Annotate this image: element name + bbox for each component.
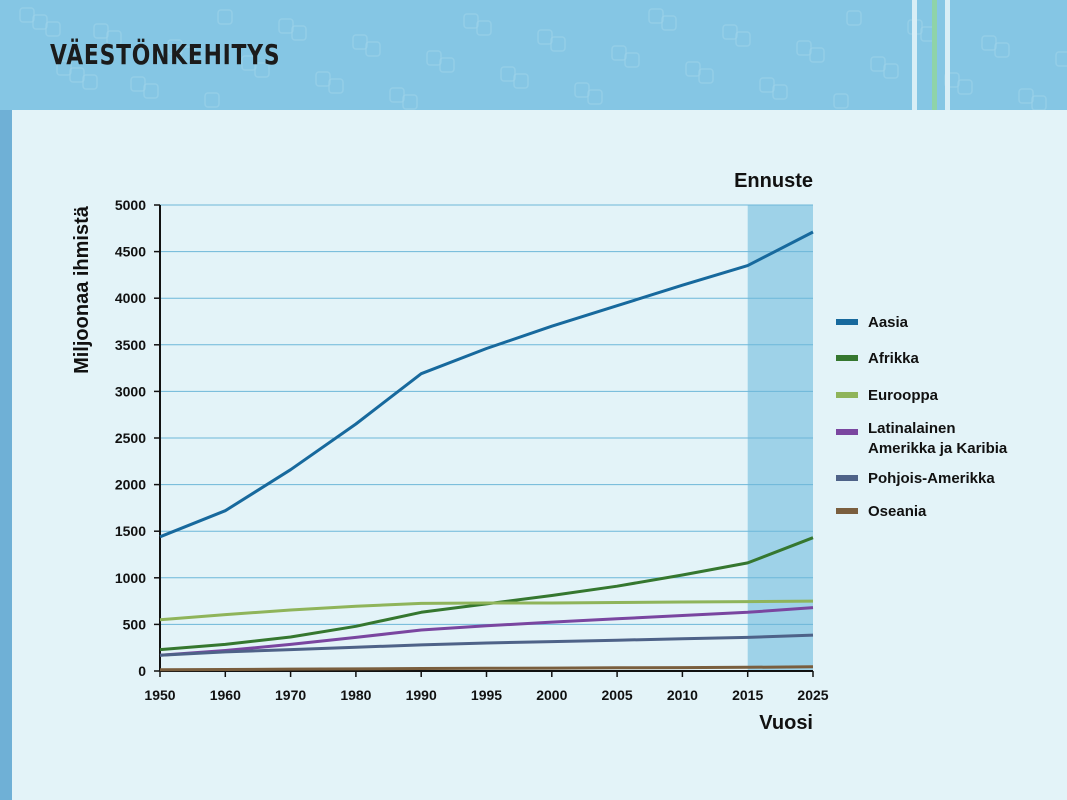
- x-tick-label: 2010: [667, 687, 698, 703]
- series-line: [159, 665, 814, 672]
- banner-pattern-mark: [809, 47, 825, 63]
- series-line: [159, 633, 814, 657]
- y-tick-label: 3500: [115, 337, 146, 353]
- banner-pattern-mark: [698, 68, 714, 84]
- series-line: [159, 599, 814, 622]
- series-line: [159, 606, 814, 657]
- banner-pattern-mark: [439, 57, 455, 73]
- banner-pattern-mark: [846, 10, 862, 26]
- banner-pattern-mark: [106, 30, 122, 46]
- banner-pattern-mark: [180, 46, 196, 62]
- banner-pattern-mark: [772, 84, 788, 100]
- banner-pattern-mark: [513, 73, 529, 89]
- banner-pattern-mark: [476, 20, 492, 36]
- y-tick-label: 4000: [115, 290, 146, 306]
- banner-pattern-mark: [624, 52, 640, 68]
- banner-pattern-mark: [82, 74, 98, 90]
- y-tick-label: 500: [123, 616, 147, 632]
- x-tick-label: 2015: [732, 687, 763, 703]
- y-tick-label: 1000: [115, 570, 146, 586]
- banner-pattern-mark: [661, 15, 677, 31]
- banner-pattern-mark: [550, 36, 566, 52]
- tick-labels: 0 500 1000 1500 2000 2500 3000 3500 4000 4500 5000…: [115, 197, 829, 703]
- banner-pattern-mark: [254, 62, 270, 78]
- series-line: [159, 230, 814, 539]
- series-lines: [159, 230, 814, 672]
- banner-stripe: [912, 0, 917, 110]
- banner-pattern-mark: [735, 31, 751, 47]
- axes: [154, 204, 814, 677]
- banner-pattern-mark: [883, 63, 899, 79]
- legend-label: Latinalainen Amerikka ja Karibia: [868, 420, 1008, 457]
- legend-label: Pohjois-Amerikka: [868, 470, 995, 487]
- banner-stripe: [932, 0, 937, 110]
- legend-swatch: [836, 355, 858, 361]
- banner-pattern-mark: [291, 25, 307, 41]
- y-tick-label: 3000: [115, 383, 146, 399]
- x-tick-label: 1950: [144, 687, 175, 703]
- x-tick-label: 1960: [210, 687, 241, 703]
- y-tick-label: 1500: [115, 523, 146, 539]
- y-tick-label: 4500: [115, 244, 146, 260]
- y-tick-label: 5000: [115, 197, 146, 213]
- banner-pattern-mark: [143, 83, 159, 99]
- series-line: [159, 536, 814, 652]
- banner-pattern-mark: [328, 78, 344, 94]
- banner-pattern-mark: [365, 41, 381, 57]
- banner-pattern-mark: [833, 93, 849, 109]
- x-tick-label: 1990: [406, 687, 437, 703]
- banner-pattern-mark: [45, 21, 61, 37]
- legend-swatch: [836, 508, 858, 514]
- banner-pattern-mark: [204, 92, 220, 108]
- banner-pattern-mark: [957, 79, 973, 95]
- banner-stripe: [945, 0, 950, 110]
- legend-swatch: [836, 392, 858, 398]
- x-tick-label: 2005: [602, 687, 633, 703]
- page-title: VÄESTÖNKEHITYS: [50, 38, 281, 71]
- x-tick-label: 1970: [275, 687, 306, 703]
- banner-pattern-mark: [994, 42, 1010, 58]
- y-axis-title: Miljoonaa ihmistä: [71, 205, 93, 374]
- left-accent-strip: [0, 0, 12, 800]
- legend-swatch: [836, 319, 858, 325]
- y-tick-label: 2000: [115, 477, 146, 493]
- legend-swatch: [836, 429, 858, 435]
- banner-icon-pattern: [19, 0, 1067, 110]
- banner-pattern-mark: [402, 94, 418, 110]
- x-tick-label: 2000: [536, 687, 567, 703]
- forecast-label: Ennuste: [734, 170, 813, 192]
- x-tick-label: 2025: [797, 687, 828, 703]
- y-tick-label: 0: [138, 663, 146, 679]
- legend-label: Oseania: [868, 503, 927, 520]
- legend-label: Afrikka: [868, 350, 920, 367]
- legend-label: Eurooppa: [868, 387, 939, 404]
- banner-pattern-mark: [587, 89, 603, 105]
- banner-pattern-mark: [1031, 95, 1047, 110]
- legend-swatch: [836, 475, 858, 481]
- header-banner: VÄESTÖNKEHITYS: [0, 0, 1067, 110]
- y-tick-label: 2500: [115, 430, 146, 446]
- x-tick-label: 1980: [340, 687, 371, 703]
- x-axis-title: Vuosi: [759, 712, 813, 734]
- x-tick-label: 1995: [471, 687, 502, 703]
- gridlines: [160, 204, 813, 625]
- legend-label: Aasia: [868, 314, 909, 331]
- banner-pattern-mark: [217, 9, 233, 25]
- legend: Aasia Afrikka Eurooppa Latinalainen Amerikka…: [836, 314, 1008, 520]
- banner-pattern-mark: [1055, 51, 1067, 67]
